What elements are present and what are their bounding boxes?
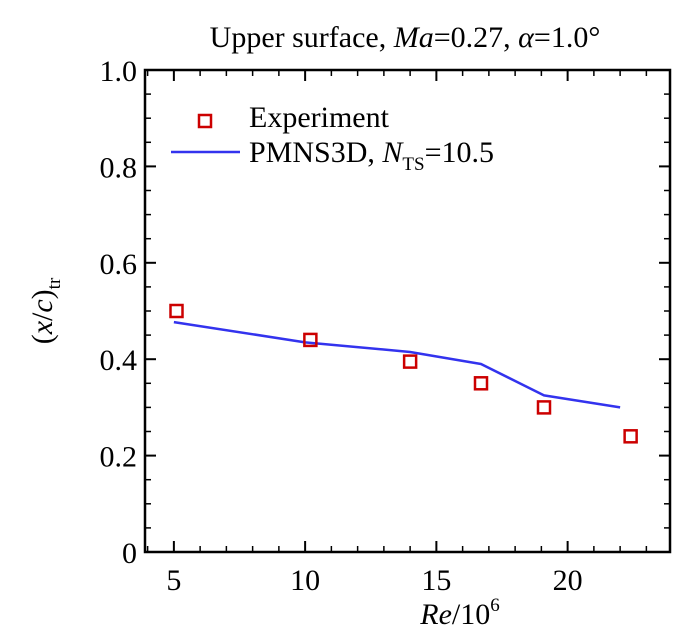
legend-marker-experiment xyxy=(197,113,213,129)
y-tick-label: 0.4 xyxy=(100,344,138,377)
y-tick-label: 0 xyxy=(122,537,137,570)
legend-pmns-value: =10.5 xyxy=(425,136,494,169)
title-alpha-value: =1.0° xyxy=(534,21,600,54)
y-tick-label: 0.8 xyxy=(100,151,138,184)
ylabel-open: ( xyxy=(26,334,59,344)
title-ma-label: Ma xyxy=(393,21,434,54)
series-line-pmns3d xyxy=(173,320,621,409)
legend-label-pmns3d: PMNS3D, NTS=10.5 xyxy=(249,136,494,175)
experiment-marker xyxy=(536,400,552,415)
chart-title: Upper surface, Ma=0.27, α=1.0° xyxy=(210,21,601,54)
title-prefix: Upper surface, xyxy=(210,21,394,54)
experiment-marker xyxy=(169,303,184,319)
ylabel-sub: tr xyxy=(44,277,65,289)
legend-pmns-n: N xyxy=(381,136,404,169)
x-tick-label: 15 xyxy=(421,564,451,597)
axis-ticks xyxy=(145,69,670,553)
xlabel-var: Re xyxy=(419,598,452,631)
title-ma-value: =0.27, xyxy=(434,21,518,54)
legend-pmns-sub: TS xyxy=(402,154,424,175)
x-tick-label: 5 xyxy=(166,564,181,597)
y-tick-label: 1.0 xyxy=(100,55,138,88)
y-tick-labels: 0 0.2 0.4 0.6 0.8 1.0 xyxy=(100,55,138,570)
xlabel-base: 10 xyxy=(460,598,490,631)
plot-frame xyxy=(143,68,672,554)
experiment-marker xyxy=(623,429,638,444)
ylabel-x: x xyxy=(26,320,59,335)
x-tick-labels: 5 10 15 20 xyxy=(166,564,582,597)
ylabel-c: c xyxy=(26,299,59,312)
legend-label-experiment: Experiment xyxy=(249,101,390,134)
experiment-marker xyxy=(473,376,489,391)
legend: Experiment PMNS3D, NTS=10.5 xyxy=(171,101,494,175)
x-axis-title: Re/106 xyxy=(419,595,499,631)
xlabel-slash: / xyxy=(452,598,461,631)
y-tick-label: 0.2 xyxy=(100,441,138,474)
legend-pmns-prefix: PMNS3D, xyxy=(249,136,382,169)
title-alpha-label: α xyxy=(518,21,535,54)
y-tick-label: 0.6 xyxy=(100,248,138,281)
ylabel-close: ) xyxy=(26,289,59,299)
xlabel-exp: 6 xyxy=(490,595,500,616)
experiment-marker xyxy=(303,332,318,348)
experiment-marker xyxy=(402,354,418,369)
x-tick-label: 10 xyxy=(290,564,320,597)
series-markers-experiment xyxy=(169,303,638,444)
x-tick-label: 20 xyxy=(553,564,583,597)
ylabel-slash: / xyxy=(26,312,59,321)
y-axis-title: (x/c)tr xyxy=(26,277,65,344)
